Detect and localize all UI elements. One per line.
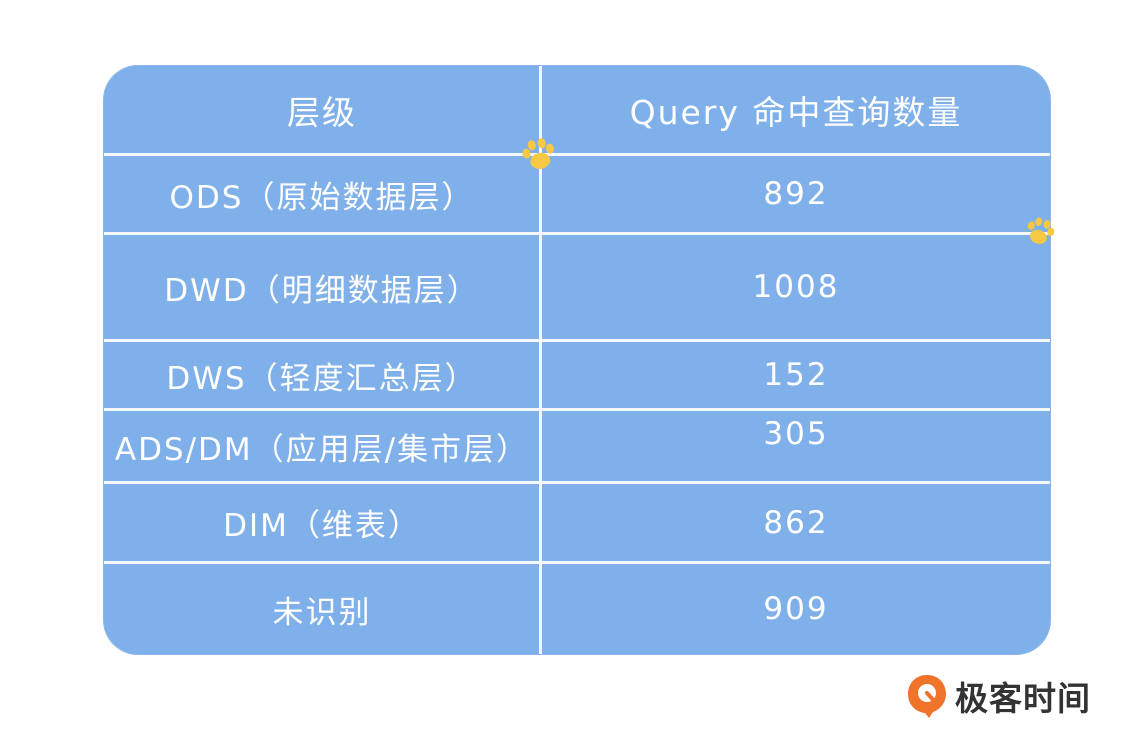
layer-cell: 未识别 bbox=[272, 594, 372, 631]
layer-cell: DWD（明细数据层） bbox=[164, 272, 480, 309]
brand-name: 极客时间 bbox=[955, 679, 1091, 718]
data-table: 层级 Query 命中查询数量 ODS（原始数据层） 892 DWD（明细数据层… bbox=[104, 66, 1050, 654]
header-cell-query-count: Query 命中查询数量 bbox=[629, 93, 963, 132]
paw-print-icon bbox=[522, 138, 554, 169]
count-cell: 305 bbox=[763, 416, 829, 452]
row-divider bbox=[104, 232, 1050, 235]
row-divider bbox=[104, 481, 1050, 484]
layer-cell: DIM（维表） bbox=[223, 508, 421, 544]
header-cell-layer: 层级 bbox=[287, 93, 357, 132]
count-cell: 909 bbox=[763, 591, 829, 627]
column-divider bbox=[539, 66, 542, 654]
count-cell: 892 bbox=[763, 176, 829, 212]
geektime-logo-icon bbox=[908, 675, 946, 718]
count-cell: 1008 bbox=[752, 269, 840, 305]
brand-logo: 极客时间 bbox=[905, 672, 1091, 720]
row-divider bbox=[104, 339, 1050, 342]
count-cell: 862 bbox=[763, 504, 829, 541]
row-divider bbox=[104, 408, 1050, 411]
count-cell: 152 bbox=[763, 357, 829, 393]
layer-cell: ADS/DM（应用层/集市层） bbox=[114, 431, 530, 468]
table-row: 未识别 909 bbox=[104, 564, 1050, 654]
row-divider bbox=[104, 153, 1050, 156]
table-header-row: 层级 Query 命中查询数量 bbox=[104, 66, 1050, 154]
row-divider bbox=[104, 561, 1050, 564]
table-row: DWD（明细数据层） 1008 bbox=[104, 235, 1050, 339]
layer-cell: ODS（原始数据层） bbox=[169, 179, 475, 216]
table-row: DIM（维表） 862 bbox=[104, 484, 1050, 561]
paw-print-icon bbox=[1027, 217, 1055, 244]
table-row: ADS/DM（应用层/集市层） 305 bbox=[104, 411, 1050, 481]
table-row: DWS（轻度汇总层） 152 bbox=[104, 342, 1050, 408]
layer-cell: DWS（轻度汇总层） bbox=[166, 360, 478, 397]
table-row: ODS（原始数据层） 892 bbox=[104, 156, 1050, 232]
